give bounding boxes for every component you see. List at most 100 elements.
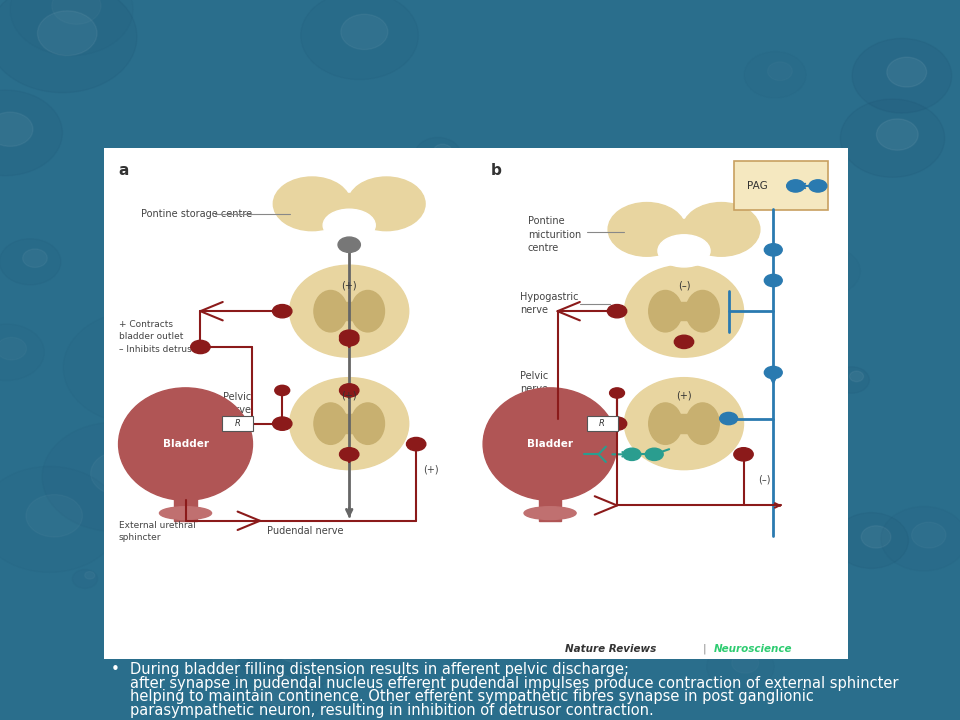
Circle shape [764,366,782,379]
Circle shape [876,119,918,150]
Circle shape [191,341,210,354]
Circle shape [0,467,120,572]
Text: Neuroscience: Neuroscience [714,644,792,654]
Circle shape [578,203,587,210]
Circle shape [450,531,600,643]
Text: Pelvic
nerve: Pelvic nerve [520,371,548,395]
Circle shape [340,384,359,397]
Circle shape [852,38,951,113]
Circle shape [834,513,908,568]
Circle shape [340,330,359,343]
Ellipse shape [119,388,252,500]
Circle shape [733,448,754,461]
Circle shape [340,448,359,461]
Text: •: • [110,662,119,677]
Circle shape [223,655,324,720]
Circle shape [273,417,292,431]
Ellipse shape [686,290,719,332]
Ellipse shape [274,177,350,230]
Text: Pelvic
nerve: Pelvic nerve [223,392,251,415]
Circle shape [155,364,283,461]
Text: R: R [599,419,605,428]
Ellipse shape [483,388,617,500]
Text: Bladder: Bladder [527,439,573,449]
FancyBboxPatch shape [733,161,828,210]
Text: (–): (–) [758,475,771,485]
Text: (–): (–) [678,281,690,291]
Circle shape [610,388,625,398]
FancyBboxPatch shape [338,415,360,433]
Text: a: a [119,163,129,178]
Circle shape [275,385,290,395]
Ellipse shape [314,290,348,332]
Circle shape [273,305,292,318]
Ellipse shape [624,377,743,469]
Text: Nature Reviews: Nature Reviews [564,644,657,654]
Text: |: | [703,644,707,654]
Circle shape [558,598,616,642]
Circle shape [117,356,127,364]
FancyBboxPatch shape [175,498,197,521]
Circle shape [237,608,348,691]
Circle shape [308,476,439,574]
Circle shape [240,442,357,530]
FancyBboxPatch shape [673,415,695,433]
Circle shape [786,180,804,192]
Circle shape [338,237,360,253]
Circle shape [608,417,627,431]
Ellipse shape [348,177,425,230]
Text: (+): (+) [342,281,357,291]
Circle shape [267,320,282,331]
Circle shape [764,274,782,287]
Circle shape [674,336,694,348]
Circle shape [0,239,60,285]
Text: after synapse in pudendal nucleus efferent pudendal impulses produce contraction: after synapse in pudendal nucleus effere… [130,675,899,690]
Text: During bladder filling distension results in afferent pelvic discharge;: During bladder filling distension result… [130,662,629,677]
FancyBboxPatch shape [673,302,695,320]
Ellipse shape [658,235,710,267]
Circle shape [464,189,532,239]
Ellipse shape [314,403,348,444]
Text: (+): (+) [676,390,692,400]
Ellipse shape [159,507,211,520]
Circle shape [645,448,663,461]
Text: parasympathetic neuron, resulting in inhibition of detrusor contraction.: parasympathetic neuron, resulting in inh… [130,703,654,718]
Circle shape [415,138,461,172]
Text: External urethral
sphincter: External urethral sphincter [119,521,195,541]
Ellipse shape [324,210,375,241]
Circle shape [0,0,137,93]
Text: + Contracts
bladder outlet
– Inhibits detrusor: + Contracts bladder outlet – Inhibits de… [119,320,201,354]
Circle shape [620,153,671,191]
Circle shape [720,413,737,425]
Text: helping to maintain continence. Other efferent sympathetic fibres synapse in pos: helping to maintain continence. Other ef… [130,689,813,704]
Text: (+): (+) [423,464,440,474]
Circle shape [566,202,588,218]
FancyBboxPatch shape [655,219,714,240]
FancyBboxPatch shape [338,302,360,320]
Circle shape [0,90,62,176]
Circle shape [72,570,98,588]
Circle shape [608,305,627,318]
Text: Pontine storage centre: Pontine storage centre [141,209,252,219]
Circle shape [834,366,870,393]
Circle shape [251,315,289,343]
Text: Bladder: Bladder [162,439,208,449]
Circle shape [340,333,359,346]
Circle shape [764,243,782,256]
Circle shape [809,180,827,192]
FancyBboxPatch shape [587,416,618,431]
Circle shape [218,220,279,266]
Circle shape [623,448,641,461]
FancyBboxPatch shape [222,416,253,431]
Circle shape [669,270,792,362]
Circle shape [136,598,163,618]
Ellipse shape [351,403,384,444]
Circle shape [106,354,129,372]
Ellipse shape [290,377,409,469]
Text: Pudendal nerve: Pudendal nerve [267,526,344,536]
FancyBboxPatch shape [320,193,379,215]
Text: R: R [234,419,241,428]
Circle shape [42,422,188,531]
Ellipse shape [524,507,576,520]
FancyBboxPatch shape [539,498,562,521]
